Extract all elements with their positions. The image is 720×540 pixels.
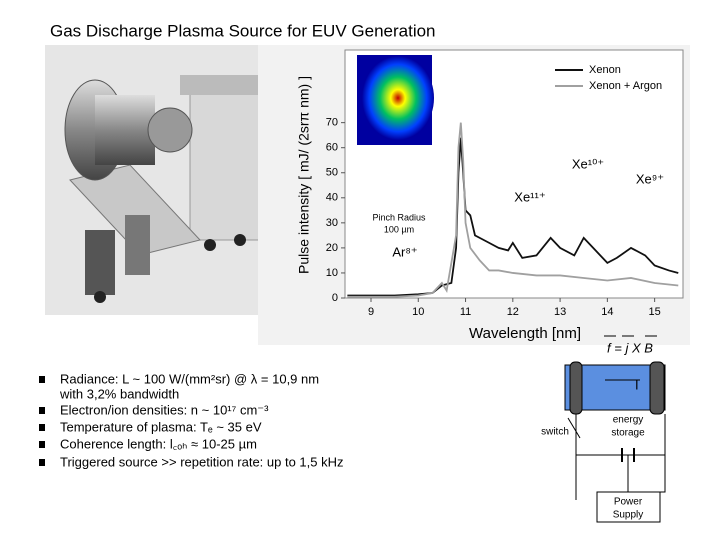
formula: f = j X B [607, 340, 653, 355]
electrode [569, 361, 583, 415]
bullet-marker [39, 407, 45, 414]
annotation: 100 µm [384, 224, 414, 234]
electrode [649, 361, 665, 415]
x-tick-label: 13 [554, 306, 566, 318]
x-axis-label: Wavelength [nm] [469, 325, 581, 342]
bullet-marker [39, 441, 45, 448]
x-tick-label: 10 [412, 306, 424, 318]
y-tick-label: 20 [326, 242, 338, 254]
series-line [347, 137, 679, 297]
storage-label: storage [611, 428, 645, 439]
x-tick-label: 9 [368, 306, 374, 318]
x-tick-label: 14 [601, 306, 613, 318]
x-tick-label: 11 [460, 306, 471, 318]
photo [45, 45, 295, 315]
bullet-text: Electron/ion densities: n ~ 10¹⁷ cm⁻³ [60, 402, 269, 417]
title: Gas Discharge Plasma Source for EUV Gene… [50, 21, 436, 40]
y-tick-label: 30 [326, 217, 338, 229]
annotation: Xe¹¹⁺ [514, 189, 545, 204]
inset-heatmap [362, 56, 434, 140]
x-tick-label: 15 [649, 306, 661, 318]
bullet-text: Triggered source >> repetition rate: up … [60, 454, 344, 469]
switch-label: switch [541, 427, 569, 438]
bullet-text: Temperature of plasma: Tₑ ~ 35 eV [60, 419, 262, 434]
power-supply-box [596, 491, 661, 523]
bullet-marker [39, 459, 45, 466]
legend-label: Xenon + Argon [589, 80, 662, 92]
x-tick-label: 12 [507, 306, 519, 318]
storage-label: energy [613, 415, 644, 426]
annotation: Ar⁸⁺ [392, 244, 417, 259]
legend-label: Xenon [589, 64, 621, 76]
y-tick-label: 10 [326, 267, 338, 279]
y-tick-label: 50 [326, 167, 338, 179]
supply-label: Supply [613, 510, 644, 521]
series-line [347, 122, 679, 298]
bullet-text: Coherence length: l꜀ₒₕ ≈ 10-25 µm [60, 436, 257, 451]
y-tick-label: 40 [326, 192, 338, 204]
supply-label: Power [614, 497, 643, 508]
diagram: f = j X B I switch energy storage Power … [541, 335, 666, 523]
annotation: Xe⁹⁺ [636, 171, 664, 186]
bullet-text: with 3,2% bandwidth [59, 386, 179, 401]
bullet-marker [39, 424, 45, 431]
bullet-marker [39, 376, 45, 383]
wires [575, 414, 666, 500]
annotation: Xe¹⁰⁺ [572, 156, 604, 171]
annotation: Pinch Radius [372, 212, 426, 222]
y-tick-label: 0 [332, 292, 338, 304]
y-tick-label: 70 [326, 117, 338, 129]
y-tick-label: 60 [326, 142, 338, 154]
current-label: I [635, 377, 639, 392]
bullet-text: Radiance: L ~ 100 W/(mm²sr) @ λ = 10,9 n… [60, 371, 319, 386]
switch-lever [567, 417, 581, 439]
y-axis-label: Pulse intensity [ mJ/ (2srπ nm) ] [296, 76, 312, 274]
